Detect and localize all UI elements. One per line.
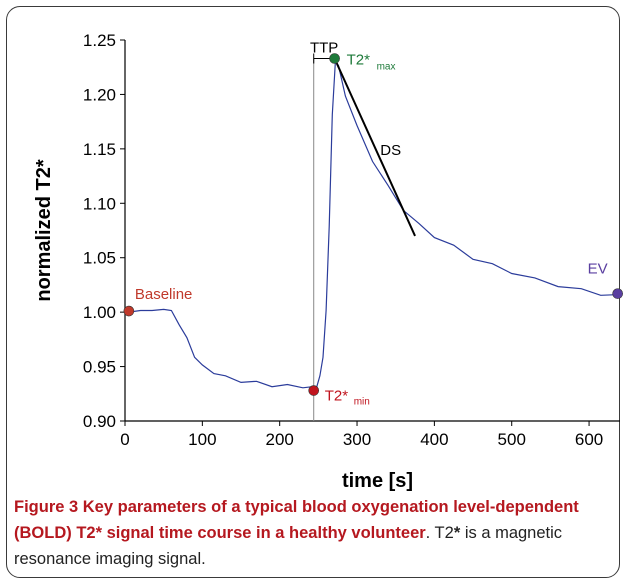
- baseline-label: Baseline: [135, 286, 193, 303]
- y-tick-label: 1.00: [83, 303, 116, 322]
- y-tick-label: 0.95: [83, 358, 116, 377]
- y-tick-label: 1.05: [83, 249, 116, 268]
- t2-max-marker: [329, 53, 340, 64]
- x-tick-label: 0: [120, 430, 129, 449]
- y-tick-label: 1.15: [83, 140, 116, 159]
- y-tick-label: 1.25: [83, 31, 116, 50]
- chart: 0.90 0.95 1.00 1.05 1.10 1.15 1.20 1.25 0 100 200 3…: [33, 31, 623, 492]
- caption-text-pre: . T2: [425, 524, 454, 542]
- y-tick-label: 0.90: [83, 412, 116, 431]
- y-tick-label: 1.20: [83, 85, 116, 104]
- t2-min-subscript: min: [354, 397, 370, 408]
- x-tick-label: 400: [420, 430, 448, 449]
- x-tick-label: 200: [266, 430, 294, 449]
- figure-caption: Figure 3 Key parameters of a typical blo…: [14, 494, 610, 572]
- caption-title: Figure 3 Key parameters of a typical blo…: [14, 498, 579, 542]
- t2-min-label: T2*: [325, 388, 349, 405]
- x-axis-label: time [s]: [342, 470, 413, 492]
- ev-label: EV: [588, 261, 608, 278]
- ev-marker: [612, 288, 623, 299]
- x-tick-label: 600: [575, 430, 603, 449]
- signal-line: [128, 59, 617, 389]
- ds-label: DS: [380, 142, 401, 159]
- baseline-marker: [123, 305, 135, 317]
- y-axis-label: normalized T2*: [33, 159, 55, 301]
- y-tick-label: 1.10: [83, 194, 116, 213]
- x-tick-label: 100: [188, 430, 216, 449]
- x-tick-label: 300: [343, 430, 371, 449]
- t2-max-subscript: max: [377, 62, 396, 73]
- t2-min-marker: [308, 385, 320, 396]
- caption-text-bold: *: [453, 524, 461, 542]
- ttp-label: TTP: [310, 40, 338, 57]
- x-tick-label: 500: [498, 430, 526, 449]
- caption-text-post: is a magnetic resonance imaging signal.: [14, 524, 563, 568]
- figure-frame: [6, 6, 620, 578]
- ds-slope-line: [333, 58, 416, 237]
- t2-max-label: T2*: [347, 52, 371, 69]
